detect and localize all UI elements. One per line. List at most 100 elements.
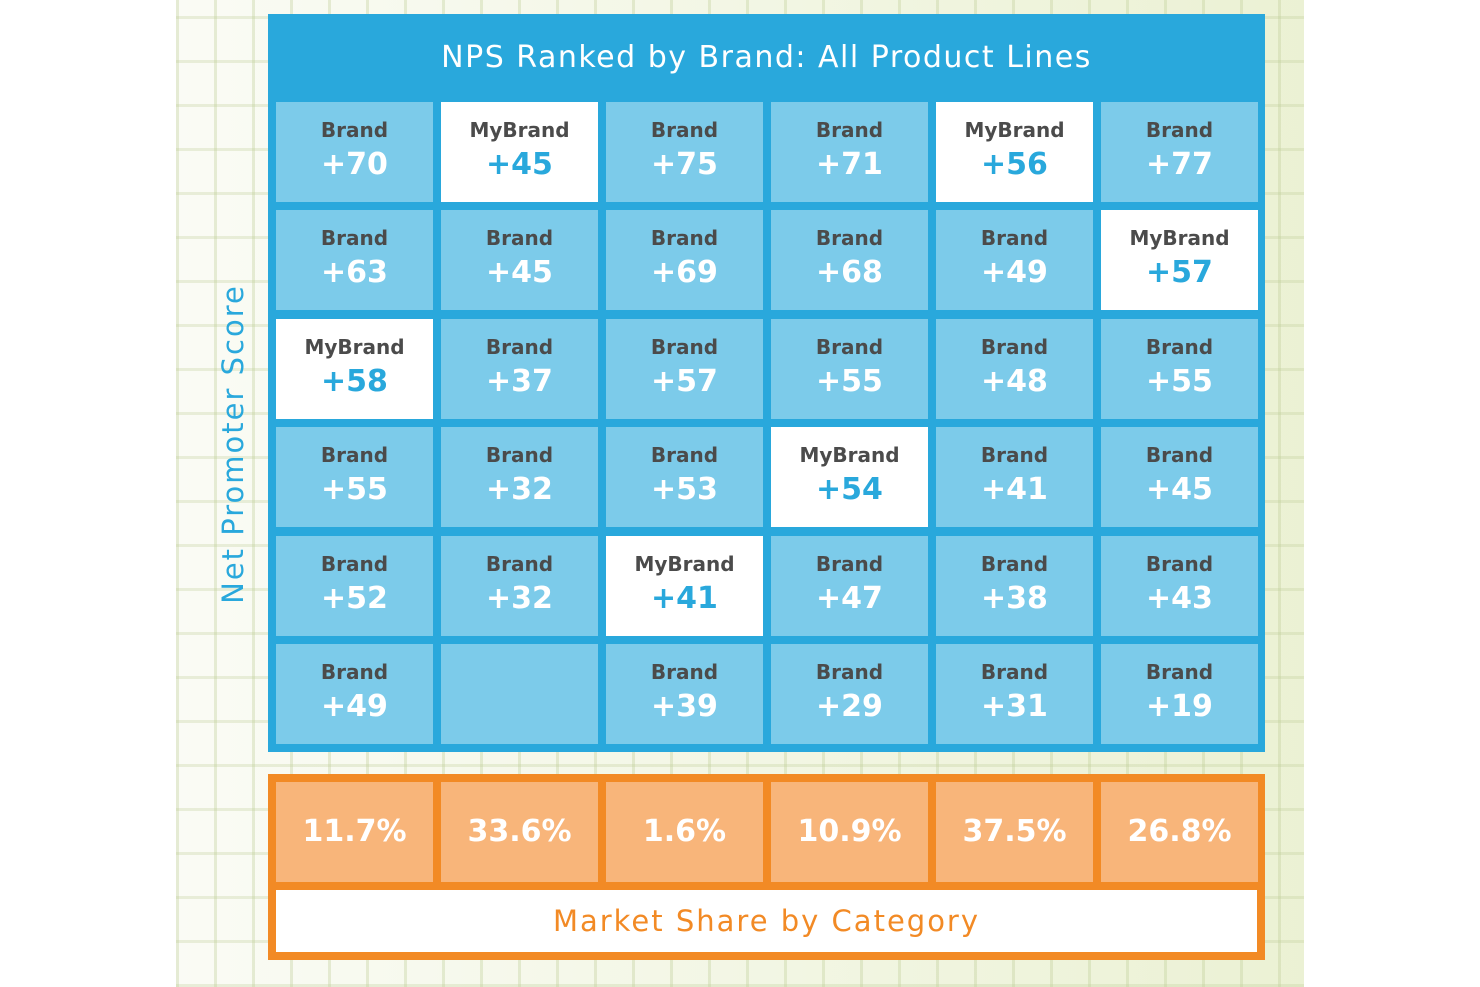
brand-cell: Brand +49 — [276, 644, 433, 744]
brand-cell: Brand +41 — [936, 427, 1093, 527]
nps-score: +38 — [981, 581, 1048, 616]
brand-cell: Brand +29 — [771, 644, 928, 744]
nps-score: +56 — [981, 147, 1048, 182]
brand-label: MyBrand — [964, 118, 1065, 142]
nps-score: +52 — [321, 581, 388, 616]
nps-score: +37 — [486, 364, 553, 399]
brand-cell: Brand +63 — [276, 210, 433, 310]
nps-score: +32 — [486, 472, 553, 507]
brand-label: Brand — [485, 226, 554, 250]
nps-score: +45 — [486, 147, 553, 182]
nps-score: +47 — [816, 581, 883, 616]
nps-grid: NPS Ranked by Brand: All Product Lines B… — [268, 14, 1265, 752]
brand-cell: Brand +53 — [606, 427, 763, 527]
nps-score: +41 — [981, 472, 1048, 507]
market-share-value: 11.7% — [276, 782, 433, 882]
chart-title: NPS Ranked by Brand: All Product Lines — [441, 40, 1092, 75]
nps-score: +75 — [651, 147, 718, 182]
x-axis-label: Market Share by Category — [276, 890, 1257, 952]
market-share-value: 26.8% — [1101, 782, 1258, 882]
nps-score: +39 — [651, 689, 718, 724]
brand-label: Brand — [815, 226, 884, 250]
brand-label: MyBrand — [469, 118, 570, 142]
nps-score: +45 — [1146, 472, 1213, 507]
brand-label: MyBrand — [799, 443, 900, 467]
brand-label: Brand — [485, 443, 554, 467]
brand-cell: Brand +49 — [936, 210, 1093, 310]
brand-cell: Brand +55 — [1101, 319, 1258, 419]
brand-cell: Brand +77 — [1101, 102, 1258, 202]
brand-label: Brand — [320, 443, 389, 467]
brand-cell — [441, 644, 598, 744]
brand-label: Brand — [980, 226, 1049, 250]
brand-cell: Brand +37 — [441, 319, 598, 419]
nps-score: +41 — [651, 581, 718, 616]
brand-cell: Brand +43 — [1101, 536, 1258, 636]
nps-score: +43 — [1146, 581, 1213, 616]
brand-cell: Brand +70 — [276, 102, 433, 202]
market-share-panel: 11.7% 33.6% 1.6% 10.9% 37.5% 26.8% Market Sha… — [268, 774, 1265, 960]
brand-label: Brand — [980, 552, 1049, 576]
nps-score: +53 — [651, 472, 718, 507]
brand-label: MyBrand — [304, 335, 405, 359]
brand-label: Brand — [650, 660, 719, 684]
market-share-value: 1.6% — [606, 782, 763, 882]
nps-score: +70 — [321, 147, 388, 182]
brand-cell: Brand +32 — [441, 427, 598, 527]
brand-label: MyBrand — [1129, 226, 1230, 250]
brand-label: Brand — [1145, 552, 1214, 576]
nps-score: +54 — [816, 472, 883, 507]
nps-score: +49 — [321, 689, 388, 724]
brand-cell: Brand +45 — [441, 210, 598, 310]
brand-label: Brand — [815, 552, 884, 576]
mybrand-cell: MyBrand +45 — [441, 102, 598, 202]
brand-label: Brand — [1145, 443, 1214, 467]
nps-score: +57 — [1146, 255, 1213, 290]
brand-cell: Brand +19 — [1101, 644, 1258, 744]
nps-score: +68 — [816, 255, 883, 290]
brand-label: Brand — [320, 552, 389, 576]
brand-cell: Brand +69 — [606, 210, 763, 310]
brand-cell: Brand +52 — [276, 536, 433, 636]
brand-cell: Brand +38 — [936, 536, 1093, 636]
brand-cell: Brand +68 — [771, 210, 928, 310]
brand-label: Brand — [815, 660, 884, 684]
market-share-value: 10.9% — [771, 782, 928, 882]
market-share-value: 37.5% — [936, 782, 1093, 882]
nps-score: +31 — [981, 689, 1048, 724]
nps-score: +32 — [486, 581, 553, 616]
nps-score: +55 — [816, 364, 883, 399]
brand-cell: Brand +75 — [606, 102, 763, 202]
brand-cell: Brand +55 — [276, 427, 433, 527]
nps-score: +63 — [321, 255, 388, 290]
brand-label: Brand — [650, 443, 719, 467]
brand-label: Brand — [980, 660, 1049, 684]
nps-score: +77 — [1146, 147, 1213, 182]
brand-label: Brand — [320, 660, 389, 684]
brand-label: Brand — [650, 118, 719, 142]
brand-label: Brand — [980, 443, 1049, 467]
mybrand-cell: MyBrand +54 — [771, 427, 928, 527]
nps-score: +49 — [981, 255, 1048, 290]
brand-cell: Brand +48 — [936, 319, 1093, 419]
mybrand-cell: MyBrand +41 — [606, 536, 763, 636]
nps-score: +45 — [486, 255, 553, 290]
mybrand-cell: MyBrand +58 — [276, 319, 433, 419]
brand-cell: Brand +45 — [1101, 427, 1258, 527]
brand-cell: Brand +71 — [771, 102, 928, 202]
brand-label: Brand — [980, 335, 1049, 359]
nps-score: +48 — [981, 364, 1048, 399]
nps-score: +71 — [816, 147, 883, 182]
brand-cell: Brand +32 — [441, 536, 598, 636]
brand-label: Brand — [1145, 660, 1214, 684]
brand-label: Brand — [815, 118, 884, 142]
brand-cell: Brand +57 — [606, 319, 763, 419]
brand-label: Brand — [1145, 118, 1214, 142]
nps-score: +29 — [816, 689, 883, 724]
mybrand-cell: MyBrand +57 — [1101, 210, 1258, 310]
brand-label: Brand — [650, 226, 719, 250]
brand-label: Brand — [650, 335, 719, 359]
nps-score: +57 — [651, 364, 718, 399]
brand-label: Brand — [485, 335, 554, 359]
nps-score: +58 — [321, 364, 388, 399]
